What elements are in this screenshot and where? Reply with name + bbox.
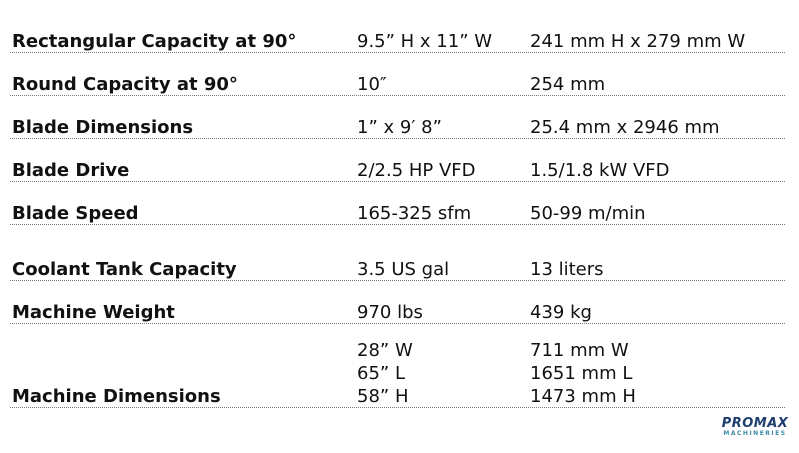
table-row: Blade Drive 2/2.5 HP VFD 1.5/1.8 kW VFD — [10, 138, 785, 182]
spec-label: Blade Drive — [12, 160, 130, 181]
spec-label: Machine Dimensions — [12, 386, 221, 407]
spec-value: 50-99 m/min — [530, 203, 646, 224]
spec-value-line: 1473 mm H — [530, 386, 636, 407]
spec-value-line: 28” W — [357, 340, 413, 361]
logo-sub: MACHINERIES — [723, 430, 787, 437]
spec-label: Coolant Tank Capacity — [12, 259, 237, 280]
logo: PROMAX MACHINERIES — [713, 417, 797, 437]
spec-value: 711 mm W 1651 mm L 1473 mm H — [530, 339, 636, 408]
spec-value-line: 1651 mm L — [530, 363, 633, 384]
spec-value: 13 liters — [530, 259, 604, 280]
spec-label: Blade Speed — [12, 203, 139, 224]
table-row: Blade Dimensions 1” x 9′ 8” 25.4 mm x 2946… — [10, 95, 785, 139]
spec-value: 970 lbs — [357, 302, 423, 323]
spec-value: 25.4 mm x 2946 mm — [530, 117, 720, 138]
spec-label: Round Capacity at 90° — [12, 74, 238, 95]
table-row: Machine Weight 970 lbs 439 kg — [10, 280, 785, 324]
spec-value: 254 mm — [530, 74, 606, 95]
spec-value: 28” W 65” L 58” H — [357, 339, 413, 408]
spec-value: 439 kg — [530, 302, 592, 323]
spec-value: 1” x 9′ 8” — [357, 117, 442, 138]
table-row: Blade Speed 165-325 sfm 50-99 m/min — [10, 181, 785, 225]
spec-value: 241 mm H x 279 mm W — [530, 31, 746, 52]
spec-value: 165-325 sfm — [357, 203, 472, 224]
table-row: Round Capacity at 90° 10″ 254 mm — [10, 52, 785, 96]
spec-value-line: 65” L — [357, 363, 405, 384]
table-row: Coolant Tank Capacity 3.5 US gal 13 liters — [10, 224, 785, 281]
spec-value-line: 58” H — [357, 386, 409, 407]
spec-value: 10″ — [357, 74, 387, 95]
spec-value: 9.5” H x 11” W — [357, 31, 493, 52]
spec-label: Rectangular Capacity at 90° — [12, 31, 297, 52]
table-row: Machine Dimensions 28” W 65” L 58” H 711 mm … — [10, 323, 785, 408]
spec-value-line: 711 mm W — [530, 340, 629, 361]
spec-value: 2/2.5 HP VFD — [357, 160, 476, 181]
spec-label: Machine Weight — [12, 302, 175, 323]
spec-value: 3.5 US gal — [357, 259, 450, 280]
spec-value: 1.5/1.8 kW VFD — [530, 160, 670, 181]
spec-label: Blade Dimensions — [12, 117, 194, 138]
table-row: Rectangular Capacity at 90° 9.5” H x 11” … — [10, 20, 785, 53]
logo-name: PROMAX — [721, 416, 789, 431]
